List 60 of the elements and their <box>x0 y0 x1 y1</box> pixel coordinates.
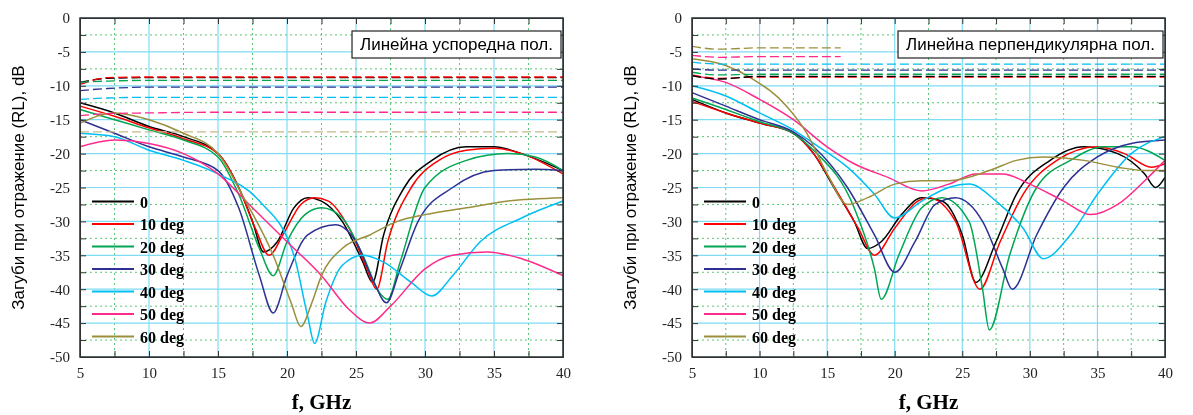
x-tick-label: 30 <box>418 364 433 381</box>
y-tick-label: 0 <box>62 10 70 27</box>
x-tick-label: 10 <box>752 364 768 381</box>
y-tick-label: -15 <box>662 112 682 128</box>
x-tick-label: 5 <box>76 364 85 381</box>
legend-label: 50 deg <box>752 306 796 324</box>
y-tick-label: -40 <box>50 281 70 298</box>
legend-label: 20 deg <box>752 238 796 257</box>
x-tick-label: 40 <box>556 364 571 381</box>
x-tick-label: 10 <box>142 364 157 381</box>
legend-label: 40 deg <box>752 283 796 302</box>
x-tick-label: 40 <box>1158 364 1173 381</box>
legend-label: 20 deg <box>140 238 184 257</box>
x-axis-title: f, GHz <box>291 390 352 414</box>
y-tick-label: -50 <box>50 349 70 366</box>
legend-label: 30 deg <box>140 261 184 279</box>
y-tick-label: -25 <box>50 179 70 196</box>
y-tick-label: -5 <box>669 44 682 61</box>
x-tick-label: 30 <box>1022 364 1038 381</box>
line-series <box>691 97 1166 331</box>
x-tick-label: 35 <box>1090 364 1106 381</box>
legend-label: 50 deg <box>140 306 184 324</box>
y-tick-label: -40 <box>662 281 682 298</box>
x-tick-label: 25 <box>349 364 364 381</box>
legend-label: 0 <box>752 193 760 211</box>
text: Линейна успоредна пол. <box>360 35 553 54</box>
legend-label: 40 deg <box>140 283 184 302</box>
x-tick-label: 20 <box>280 364 295 381</box>
y-tick-label: -10 <box>50 78 70 95</box>
legend-label: 0 <box>140 193 148 211</box>
y-axis-title: Загуби при отражение (RL), dB <box>621 65 640 310</box>
text: Линейна перпендикулярна пол. <box>906 35 1155 54</box>
x-tick-label: 15 <box>820 364 836 381</box>
legend-label: 10 deg <box>140 216 184 234</box>
y-axis-title: Загуби при отражение (RL), dB <box>9 65 28 310</box>
x-tick-label: 25 <box>955 364 971 381</box>
y-tick-label: -35 <box>662 247 682 264</box>
x-tick-label: 20 <box>887 364 903 381</box>
y-tick-label: -25 <box>662 179 682 196</box>
y-tick-label: -5 <box>57 44 70 61</box>
legend-label: 60 deg <box>752 328 796 347</box>
y-tick-label: -15 <box>50 112 70 128</box>
legend-label: 60 deg <box>140 328 184 347</box>
y-tick-label: -10 <box>662 78 682 95</box>
y-tick-label: -35 <box>50 247 70 264</box>
y-tick-label: -30 <box>662 213 682 230</box>
x-tick-label: 15 <box>211 364 226 381</box>
legend-label: 10 deg <box>752 216 796 234</box>
x-axis-title: f, GHz <box>898 390 959 414</box>
legend-label: 30 deg <box>752 261 796 279</box>
y-tick-label: -45 <box>50 315 70 332</box>
y-tick-label: -20 <box>662 145 682 162</box>
y-tick-label: -45 <box>662 315 682 332</box>
x-tick-label: 5 <box>688 364 697 381</box>
y-tick-label: -20 <box>50 145 70 162</box>
y-tick-label: -30 <box>50 213 70 230</box>
y-tick-label: 0 <box>674 10 682 27</box>
x-tick-label: 35 <box>487 364 502 381</box>
line-series <box>691 85 1166 260</box>
y-tick-label: -50 <box>662 349 682 366</box>
